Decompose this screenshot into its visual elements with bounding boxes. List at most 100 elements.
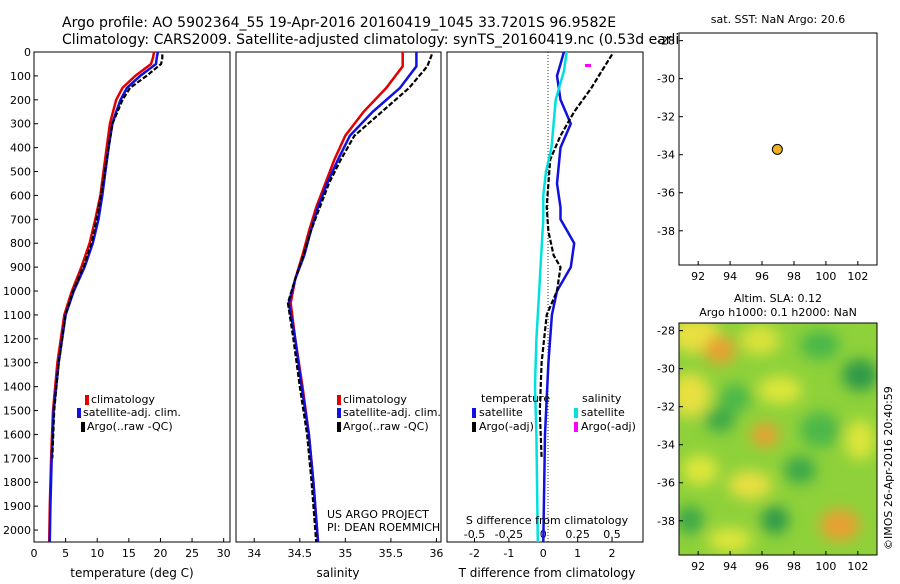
y-tick-label: -34 [657,439,675,452]
x-tick-label: 15 [122,547,136,560]
x-tick-label: 1 [574,547,581,560]
y-tick-label: -30 [657,73,675,86]
series-line-argo-raw-qc- [51,54,164,459]
argo-location-point [771,143,783,155]
legend-swatch-climatology [337,395,341,405]
salinity-series [286,52,433,543]
legend-argo: Argo(..raw -QC) [343,420,429,433]
temperature-panel: 0100200300400500600700800900100011001200… [3,46,451,580]
y-tick-label: 200 [10,94,31,107]
y-tick-label: -36 [657,477,675,490]
x-tick-label: 92 [691,270,705,283]
y-tick-label: 700 [10,213,31,226]
x-tick-label: 30 [217,547,231,560]
salinity-xlabel: salinity [316,566,359,580]
x-tick-label: 20 [153,547,167,560]
heatmap-blob [800,412,840,448]
x-tick-label: 35.5 [379,547,404,560]
y-tick-label: -38 [657,515,675,528]
series-line-t-satellite [542,51,576,543]
y-tick-label: 900 [10,261,31,274]
s-tick-label: 0.5 [603,528,621,541]
difference-x-axis: -2 -1 0 1 2-0.5 -0.25 0 0.25 0.5 [464,528,621,560]
y-tick-label: -34 [657,149,675,162]
x-tick-label: 100 [815,560,836,573]
altimetry-title-line2: Argo h1000: 0.1 h2000: NaN [699,306,857,319]
project-note-line2: PI: DEAN ROEMMICH [327,521,440,534]
y-tick-label: 600 [10,189,31,202]
legend-swatch-s-satellite [574,408,578,418]
temperature-axes [33,51,231,543]
heatmap-blob [704,336,736,364]
legend-s-satellite: satellite [581,406,625,419]
legend-climatology: climatology [343,393,407,406]
y-tick-label: 1700 [3,452,31,465]
y-tick-label: -38 [657,225,675,238]
temperature-legend: climatology satellite-adj. clim. Argo(..… [77,393,181,433]
x-tick-label: 34 [247,547,261,560]
y-tick-label: 2000 [3,524,31,537]
difference-xlabel: T difference from climatology [458,566,636,580]
y-tick-label: 300 [10,118,31,131]
location-map-points [771,143,783,155]
x-tick-label: 5 [62,547,69,560]
legend-s-argo: Argo(-adj) [581,420,636,433]
y-tick-label: 1500 [3,405,31,418]
x-tick-label: 96 [755,270,769,283]
series-line-s-satellite [533,51,568,543]
heatmap-blob [719,384,751,412]
credit-text: ©IMOS 26-Apr-2016 20:40:59 [882,386,895,550]
heatmap-blob [679,373,710,417]
y-tick-label: 1300 [3,357,31,370]
legend-t-argo: Argo(-adj) [479,420,534,433]
altimetry-axes [678,322,878,556]
y-tick-label: 1600 [3,428,31,441]
x-tick-label: 36 [429,547,443,560]
temperature-series [47,51,164,543]
x-tick-label: 102 [847,270,868,283]
legend-title-salinity: salinity [582,392,622,405]
legend-satellite: satellite-adj. clim. [343,406,441,419]
legend-swatch-t-satellite [472,408,476,418]
heatmap-blob [820,509,860,541]
y-tick-label: 1100 [3,309,31,322]
heatmap-blob [751,423,779,447]
x-tick-label: 0 [540,547,547,560]
location-map-title: sat. SST: NaN Argo: 20.6 [711,13,845,26]
legend-t-satellite: satellite [479,406,523,419]
difference-panel: -2 -1 0 1 2-0.5 -0.25 0 0.25 0.5 S difference fr… [446,51,644,580]
y-tick-label: -32 [657,401,675,414]
location-map-panel: sat. SST: NaN Argo: 20.6 92 94 96 98 100 102 -… [657,13,878,283]
heatmap-blob [842,359,877,391]
salinity-x-axis: 34 34.5 35 35.5 36 [247,538,443,560]
y-tick-label: 1400 [3,381,31,394]
x-tick-label: 94 [723,560,737,573]
y-tick-label: 1000 [3,285,31,298]
altimetry-panel: Altim. SLA: 0.12 Argo h1000: 0.1 h2000: … [657,292,878,573]
location-map-axes-ticks: 92 94 96 98 100 102 -28 -30 -32 -34 -36 -38 [657,35,868,283]
legend-swatch-t-argo [472,422,476,432]
heatmap-blob [761,506,789,534]
y-tick-label: 100 [10,70,31,83]
altimetry-axes-ticks: 92 94 96 98 100 102 -28 -30 -32 -34 -36 -38 [657,325,868,573]
heatmap-blob [682,455,718,485]
x-tick-label: -2 [469,547,480,560]
heatmap-blob [845,420,875,460]
y-tick-label: 400 [10,142,31,155]
heatmap-blob [705,408,735,432]
legend-swatch-s-argo [574,422,578,432]
legend-climatology: climatology [91,393,155,406]
x-tick-label: 35 [338,547,352,560]
y-tick-label: -36 [657,187,675,200]
heatmap-blob [679,506,704,534]
x-tick-label: 98 [787,560,801,573]
s-tick-label: 0.25 [565,528,590,541]
altimetry-heatmap [679,323,877,555]
legend-argo: Argo(..raw -QC) [87,420,173,433]
y-tick-label: 1900 [3,500,31,513]
y-tick-label: -28 [657,35,675,48]
y-tick-label: 800 [10,237,31,250]
heatmap-blob [708,528,752,552]
series-line-t-argo-adj- [538,53,614,459]
